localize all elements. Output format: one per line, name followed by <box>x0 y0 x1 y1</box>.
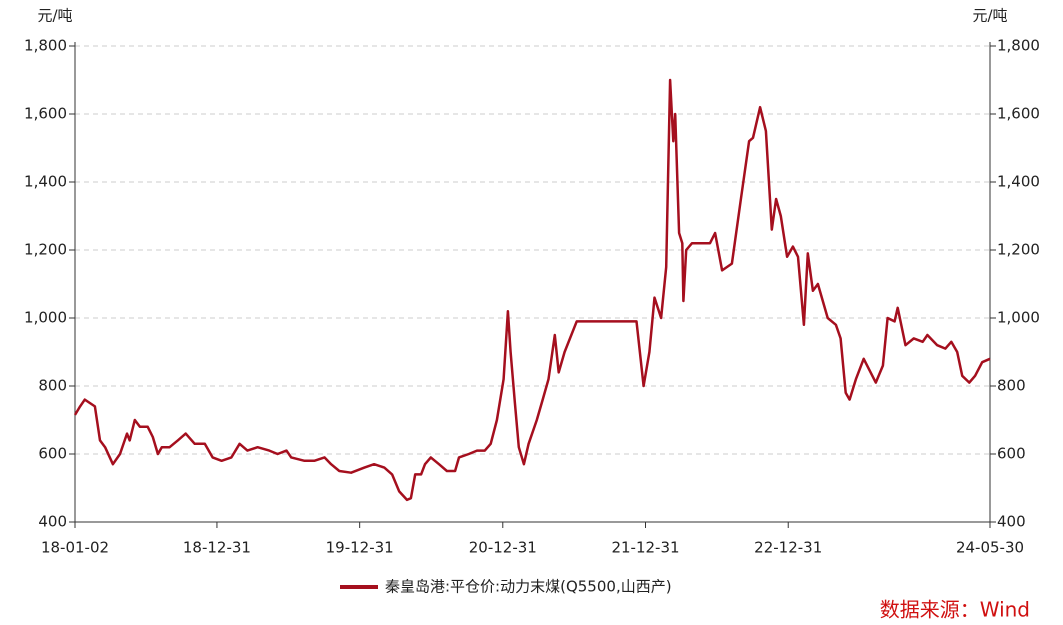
y-tick-label: 1,800 <box>24 37 67 55</box>
y2-tick-label: 1,800 <box>997 37 1040 55</box>
y-tick-label: 1,600 <box>24 105 67 123</box>
y-axis-unit: 元/吨 <box>37 7 72 25</box>
x-tick-label: 18-12-31 <box>183 539 251 557</box>
data-line <box>73 78 991 502</box>
x-tick-label: 19-12-31 <box>326 539 394 557</box>
y2-tick-label: 400 <box>997 513 1026 531</box>
y2-tick-label: 800 <box>997 377 1026 395</box>
source-note: 数据来源：Wind <box>880 598 1030 622</box>
y-tick-label: 1,400 <box>24 173 67 191</box>
y-tick-label: 800 <box>38 377 67 395</box>
y-tick-label: 600 <box>38 445 67 463</box>
x-tick-label: 22-12-31 <box>754 539 822 557</box>
y-tick-label: 400 <box>38 513 67 531</box>
y2-tick-label: 1,000 <box>997 309 1040 327</box>
y2-tick-label: 1,600 <box>997 105 1040 123</box>
x-tick-label: 24-05-30 <box>956 539 1024 557</box>
y-tick-label: 1,000 <box>24 309 67 327</box>
x-tick-label: 20-12-31 <box>469 539 537 557</box>
y2-axis-unit: 元/吨 <box>972 7 1007 25</box>
y-tick-label: 1,200 <box>24 241 67 259</box>
x-tick-label: 21-12-31 <box>611 539 679 557</box>
y2-tick-label: 1,400 <box>997 173 1040 191</box>
y2-tick-label: 1,200 <box>997 241 1040 259</box>
x-tick-label: 18-01-02 <box>41 539 109 557</box>
y2-tick-label: 600 <box>997 445 1026 463</box>
legend-label: 秦皇岛港:平仓价:动力末煤(Q5500,山西产) <box>385 578 672 596</box>
